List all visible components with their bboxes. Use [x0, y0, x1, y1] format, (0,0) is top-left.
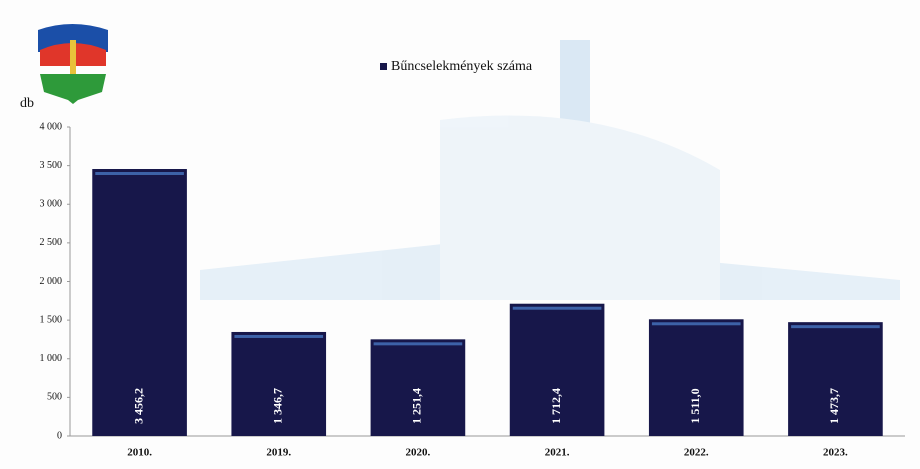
- y-axis-label: db: [20, 96, 34, 111]
- legend-marker: [380, 63, 387, 70]
- y-tick-label: 0: [57, 430, 62, 441]
- y-tick-label: 3 500: [40, 160, 63, 171]
- bar-highlight: [791, 325, 880, 329]
- watermark: [200, 40, 900, 300]
- y-tick-label: 500: [47, 392, 62, 403]
- y-tick-label: 1 500: [40, 314, 63, 325]
- value-label: 1 251,4: [410, 388, 424, 424]
- y-tick-label: 3 000: [40, 199, 63, 210]
- value-label: 1 712,4: [549, 388, 563, 424]
- legend-label: Bűncselekmények száma: [391, 59, 533, 74]
- bar: [370, 339, 466, 436]
- x-tick-label: 2021.: [545, 447, 570, 459]
- y-tick-label: 4 000: [40, 121, 63, 132]
- x-tick-label: 2023.: [823, 447, 848, 459]
- value-label: 1 346,7: [271, 388, 285, 424]
- y-tick-label: 2 500: [40, 237, 63, 248]
- x-tick-label: 2022.: [684, 447, 709, 459]
- y-tick-label: 1 000: [40, 353, 63, 364]
- value-label: 1 511,0: [688, 388, 702, 423]
- bar: [788, 322, 883, 436]
- bar-highlight: [234, 334, 324, 338]
- bar-highlight: [512, 306, 602, 310]
- bar-highlight: [95, 172, 184, 176]
- x-tick-label: 2010.: [127, 447, 152, 459]
- bar: [92, 169, 187, 436]
- bar: [231, 331, 327, 436]
- logo: [38, 24, 108, 104]
- x-tick-label: 2020.: [406, 447, 431, 459]
- bar: [648, 319, 744, 436]
- y-tick-label: 2 000: [40, 276, 63, 287]
- x-tick-label: 2019.: [266, 447, 291, 459]
- bar: [509, 303, 605, 436]
- value-label: 1 473,7: [827, 388, 841, 424]
- bar-highlight: [373, 342, 463, 346]
- bar-highlight: [651, 322, 741, 326]
- value-label: 3 456,2: [131, 388, 145, 424]
